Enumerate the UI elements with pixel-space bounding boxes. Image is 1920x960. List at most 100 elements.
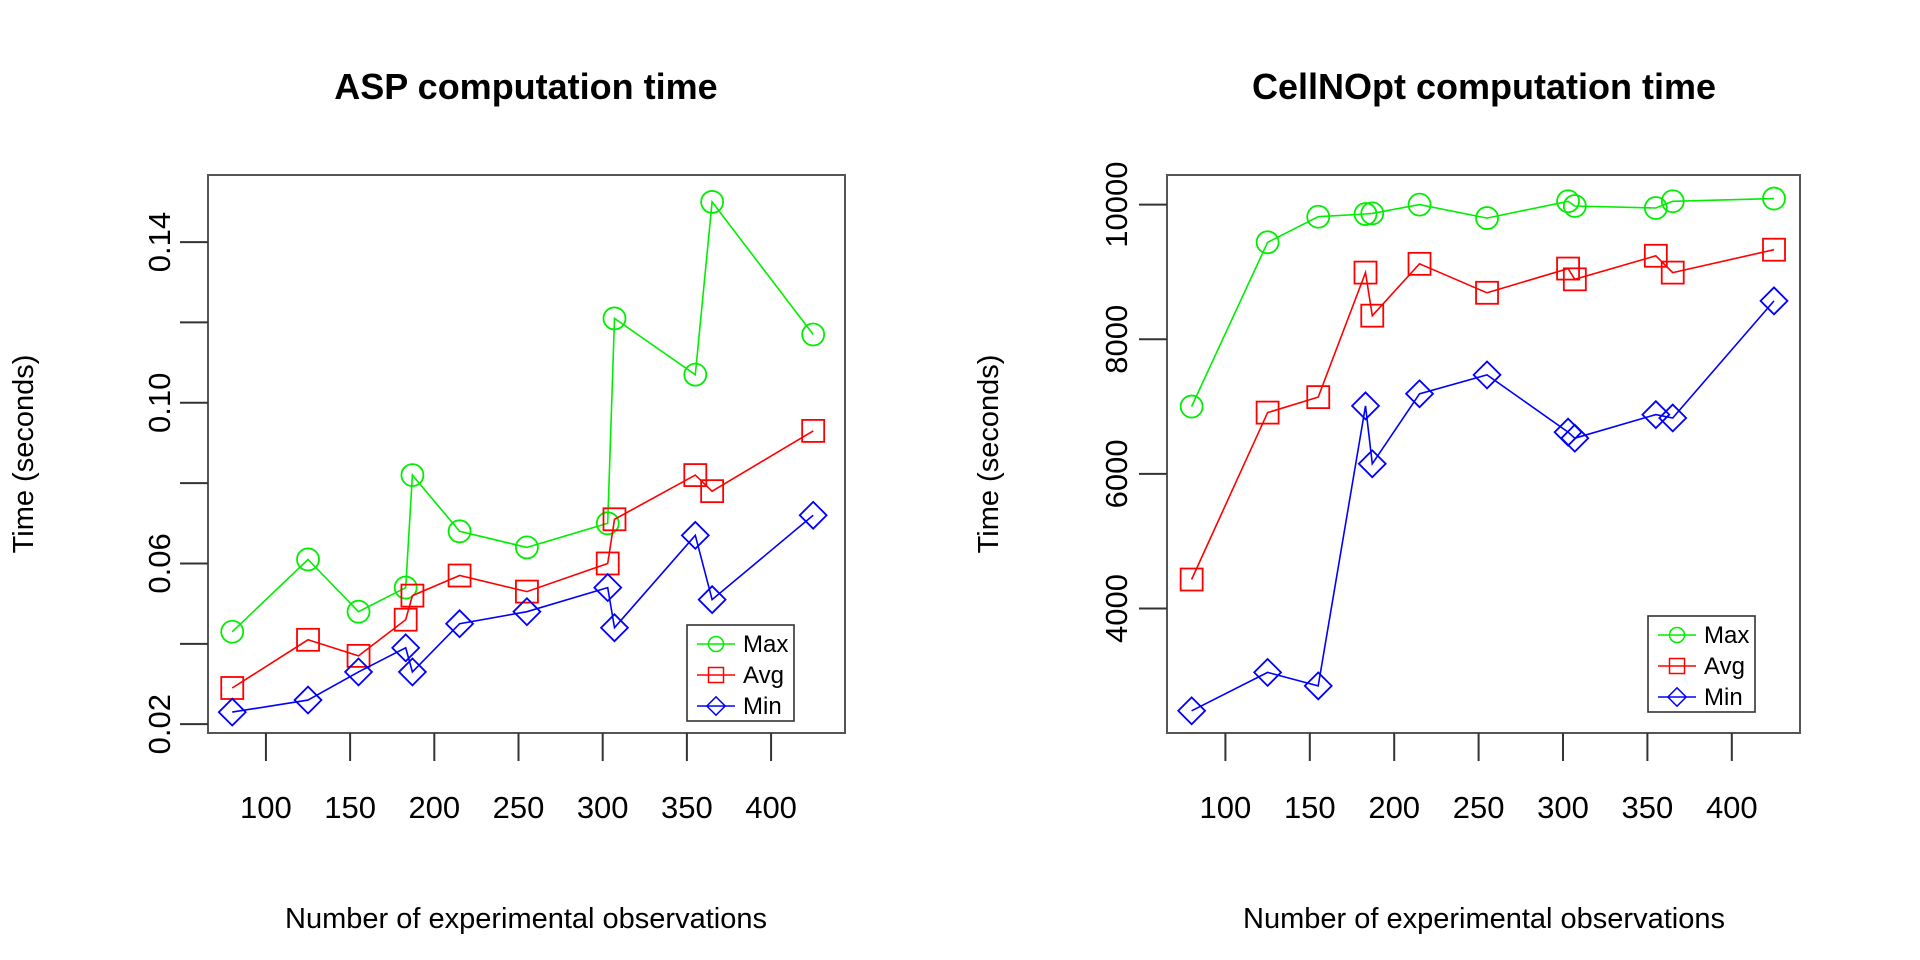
series-line-max <box>1190 197 1775 407</box>
x-tick-label: 200 <box>1368 790 1420 825</box>
marker-square <box>1660 260 1685 285</box>
marker-circle <box>700 190 725 214</box>
x-tick-label: 300 <box>577 790 629 825</box>
marker-square <box>1562 267 1587 292</box>
marker-diamond <box>512 596 542 627</box>
marker-square <box>1360 303 1385 328</box>
series-line-avg <box>1190 248 1775 580</box>
marker-circle <box>801 322 826 347</box>
legend-label-min: Min <box>743 693 782 720</box>
marker-circle <box>1179 394 1204 419</box>
marker-diamond <box>798 500 828 530</box>
marker-square <box>296 627 320 652</box>
marker-circle <box>515 535 539 560</box>
marker-square <box>393 607 418 632</box>
marker-circle <box>296 547 320 572</box>
marker-circle <box>447 519 472 544</box>
marker-circle <box>1556 189 1580 214</box>
marker-diamond <box>217 697 247 727</box>
y-tick-label: 0.02 <box>142 694 177 754</box>
marker-square <box>447 563 472 588</box>
legend-label-avg: Avg <box>743 662 784 689</box>
plot-box <box>207 174 846 734</box>
marker-square <box>1407 251 1432 276</box>
marker-square <box>707 666 725 684</box>
chart-title-asp: ASP computation time <box>334 66 718 107</box>
marker-circle <box>595 511 620 536</box>
marker-diamond <box>1350 391 1381 421</box>
marker-square <box>801 419 826 443</box>
marker-circle <box>1643 196 1668 220</box>
marker-square <box>602 507 627 532</box>
marker-diamond <box>705 695 727 717</box>
x-tick-label: 400 <box>1706 790 1758 825</box>
legend-label-max: Max <box>1704 622 1749 649</box>
marker-circle <box>393 575 418 600</box>
x-tick-label: 100 <box>1200 790 1252 825</box>
x-tick-label: 350 <box>661 790 713 825</box>
legend-label-avg: Avg <box>1704 653 1745 680</box>
series-line-min <box>1191 300 1775 712</box>
x-tick-label: 150 <box>1284 790 1336 825</box>
marker-circle <box>1762 186 1786 211</box>
x-tick-label: 300 <box>1537 790 1589 825</box>
marker-diamond <box>1176 696 1207 726</box>
marker-diamond <box>1404 379 1435 409</box>
marker-circle <box>1475 206 1499 230</box>
marker-square <box>1306 385 1331 410</box>
marker-circle <box>1660 189 1685 214</box>
marker-circle <box>220 619 245 644</box>
marker-circle <box>1562 194 1587 218</box>
y-tick-label: 0.06 <box>142 533 177 593</box>
x-tick-label: 350 <box>1622 790 1674 825</box>
marker-square <box>683 463 708 487</box>
y-tick-label: 6000 <box>1099 439 1134 508</box>
x-tick-label: 100 <box>240 790 292 825</box>
x-tick-label: 400 <box>745 790 797 825</box>
marker-diamond <box>1658 403 1688 433</box>
marker-square <box>1353 260 1378 285</box>
marker-diamond <box>1759 286 1789 316</box>
legend-box <box>1647 615 1756 713</box>
series-line-max <box>231 199 814 633</box>
marker-circle <box>1255 230 1280 255</box>
marker-square <box>1762 237 1786 262</box>
marker-circle <box>707 635 725 653</box>
chart-title-cellnopt: CellNOpt computation time <box>1251 66 1716 107</box>
marker-circle <box>1668 626 1686 644</box>
x-axis-label-cellnopt: Number of experimental observations <box>1243 903 1725 935</box>
marker-circle <box>1353 202 1378 226</box>
marker-square <box>1475 280 1499 305</box>
y-tick-label: 0.14 <box>142 212 177 272</box>
marker-square <box>1668 657 1686 675</box>
marker-diamond <box>1472 360 1502 390</box>
marker-diamond <box>444 609 475 639</box>
marker-diamond <box>593 572 623 603</box>
marker-circle <box>1407 192 1432 217</box>
y-tick-label: 8000 <box>1099 305 1134 374</box>
marker-circle <box>400 463 425 487</box>
marker-diamond <box>293 685 323 715</box>
marker-diamond <box>1666 686 1688 708</box>
marker-diamond <box>397 657 428 687</box>
marker-circle <box>1360 201 1385 226</box>
legend-label-min: Min <box>1704 684 1743 711</box>
marker-diamond <box>697 584 727 615</box>
legend-label-max: Max <box>743 631 788 658</box>
marker-square <box>515 579 539 604</box>
legend-box <box>686 624 795 722</box>
marker-square <box>1643 243 1668 268</box>
series-line-avg <box>231 430 814 689</box>
marker-square <box>400 583 425 608</box>
marker-diamond <box>1303 671 1333 701</box>
marker-diamond <box>599 613 630 643</box>
marker-diamond <box>390 633 421 663</box>
marker-circle <box>346 599 371 624</box>
marker-square <box>346 643 371 668</box>
marker-diamond <box>1560 423 1590 453</box>
marker-circle <box>683 362 708 387</box>
plot-area-cellnopt: 100 150 200 250 300 350 400 4000 6000 8000 10000 Ma… <box>1099 162 1801 825</box>
marker-diamond <box>343 657 374 687</box>
x-tick-label: 150 <box>324 790 376 825</box>
